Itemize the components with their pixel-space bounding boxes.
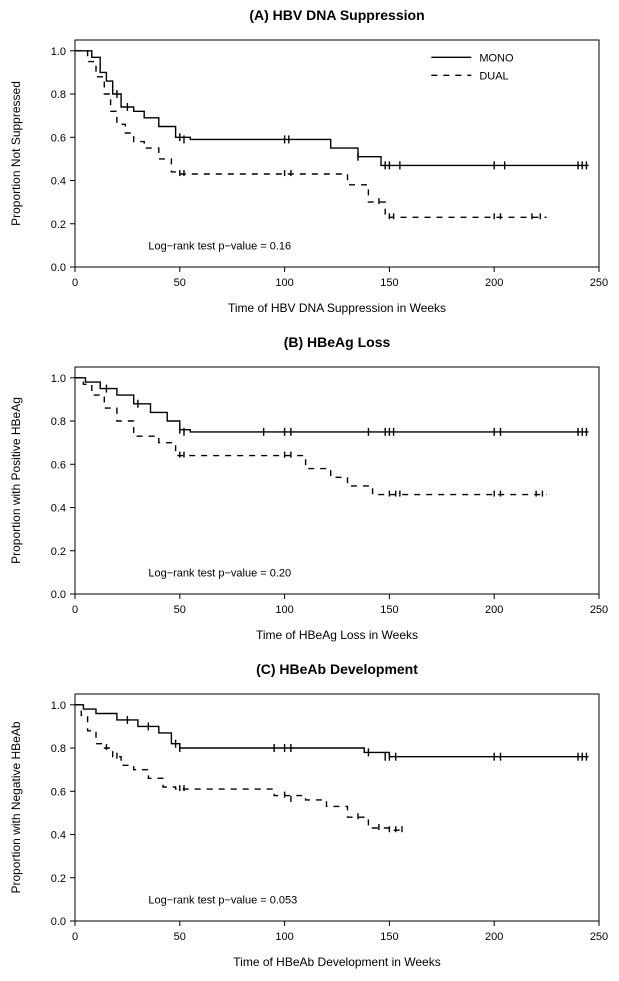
y-tick-label: 0.6 <box>51 786 66 798</box>
y-tick-label: 0.4 <box>51 830 66 842</box>
pvalue-annotation: Log−rank test p−value = 0.20 <box>148 568 291 580</box>
x-tick-label: 0 <box>72 604 78 616</box>
y-tick-label: 0.4 <box>51 503 66 515</box>
km-curve-dual <box>75 705 402 830</box>
panel-a: (A) HBV DNA Suppression 0 50 100 150 200 250 0.… <box>0 0 619 327</box>
y-tick-label: 0.0 <box>51 262 66 274</box>
x-tick-label: 0 <box>72 277 78 289</box>
x-tick-label: 200 <box>485 604 503 616</box>
x-axis-label: Time of HBV DNA Suppression in Weeks <box>228 301 446 315</box>
plot-frame <box>75 367 599 594</box>
x-tick-label: 250 <box>590 931 608 943</box>
pvalue-annotation: Log−rank test p−value = 0.16 <box>148 241 291 253</box>
x-tick-label: 200 <box>485 277 503 289</box>
x-axis-label: Time of HBeAg Loss in Weeks <box>256 628 418 642</box>
y-tick-label: 0.6 <box>51 132 66 144</box>
pvalue-annotation: Log−rank test p−value = 0.053 <box>148 895 297 907</box>
x-tick-label: 250 <box>590 277 608 289</box>
y-tick-label: 0.0 <box>51 589 66 601</box>
figure-page: (A) HBV DNA Suppression 0 50 100 150 200 250 0.… <box>0 0 619 981</box>
x-tick-label: 150 <box>380 931 398 943</box>
panel-title: (A) HBV DNA Suppression <box>249 7 424 23</box>
y-tick-label: 0.4 <box>51 176 66 188</box>
panel-b: (B) HBeAg Loss 0 50 100 150 200 250 0.0 0.2 0.4 0.… <box>0 327 619 654</box>
x-tick-label: 150 <box>380 604 398 616</box>
x-tick-label: 250 <box>590 604 608 616</box>
x-tick-label: 50 <box>174 931 186 943</box>
y-tick-label: 0.2 <box>51 219 66 231</box>
x-tick-label: 0 <box>72 931 78 943</box>
km-curve-mono <box>75 51 589 166</box>
panel-c: (C) HBeAb Development 0 50 100 150 200 250 0.0 0… <box>0 654 619 981</box>
x-tick-label: 100 <box>275 604 293 616</box>
km-curve-mono <box>75 705 589 757</box>
km-curve-dual <box>75 378 547 495</box>
x-tick-label: 50 <box>174 604 186 616</box>
y-tick-label: 0.6 <box>51 459 66 471</box>
legend-label-mono: MONO <box>479 52 514 64</box>
y-tick-label: 0.8 <box>51 89 66 101</box>
y-axis-label: Proportion with Negative HBeAb <box>9 721 23 893</box>
plot-frame <box>75 40 599 267</box>
y-tick-label: 0.0 <box>51 916 66 928</box>
y-tick-label: 0.2 <box>51 546 66 558</box>
y-tick-label: 0.2 <box>51 873 66 885</box>
y-tick-label: 0.8 <box>51 416 66 428</box>
x-tick-label: 200 <box>485 931 503 943</box>
y-axis-label: Proportion Not Suppressed <box>9 81 23 226</box>
x-tick-label: 50 <box>174 277 186 289</box>
x-tick-label: 100 <box>275 931 293 943</box>
y-tick-label: 0.8 <box>51 743 66 755</box>
panel-title: (C) HBeAb Development <box>256 661 418 677</box>
x-tick-label: 100 <box>275 277 293 289</box>
x-tick-label: 150 <box>380 277 398 289</box>
y-tick-label: 1.0 <box>51 46 66 58</box>
x-axis-label: Time of HBeAb Development in Weeks <box>233 955 440 969</box>
y-tick-label: 1.0 <box>51 373 66 385</box>
km-curve-dual <box>75 51 547 218</box>
legend-label-dual: DUAL <box>479 70 508 82</box>
y-tick-label: 1.0 <box>51 700 66 712</box>
km-curve-mono <box>75 378 589 432</box>
y-axis-label: Proportion with Positive HBeAg <box>9 397 23 564</box>
panel-title: (B) HBeAg Loss <box>284 334 391 350</box>
plot-frame <box>75 694 599 921</box>
